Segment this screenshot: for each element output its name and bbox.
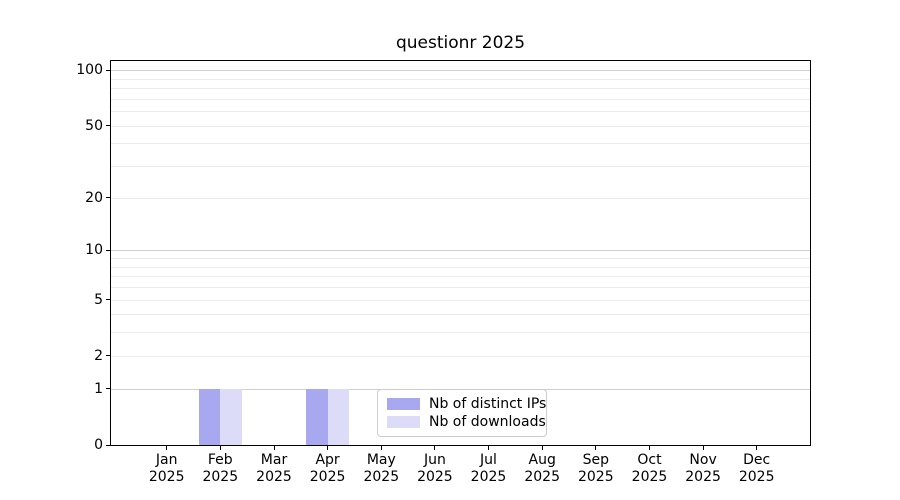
legend-item-distinct-ips: Nb of distinct IPs [387,396,546,412]
y-gridline-major [111,250,810,252]
x-tick-label: Jan 2025 [135,452,199,486]
y-gridline-minor [111,355,810,357]
x-tick-label: Mar 2025 [242,452,306,486]
x-tick-label: Jun 2025 [403,452,467,486]
legend-label-downloads: Nb of downloads [429,414,546,430]
y-tick-label: 20 [85,189,103,206]
x-tick-label: Nov 2025 [671,452,735,486]
y-tick-label: 50 [85,117,103,134]
bar-downloads [220,388,242,445]
x-tick-year: 2025 [202,469,239,485]
x-tick-year: 2025 [524,469,560,485]
y-gridline-minor [111,258,810,259]
x-tick-year: 2025 [685,469,721,485]
x-tick-label: Oct 2025 [618,452,682,486]
x-tick-label: Aug 2025 [510,452,574,486]
x-tick [756,446,758,450]
y-tick [106,444,110,446]
y-gridline-minor [111,111,810,113]
y-tick [106,299,110,300]
y-gridline-minor [111,125,810,127]
x-tick [166,446,168,450]
legend-swatch-downloads [387,416,420,428]
y-gridline-minor [111,166,810,168]
y-gridline-minor [111,88,810,89]
y-tick-label: 0 [94,437,103,453]
x-tick [327,446,329,450]
y-tick-label: 10 [85,242,103,259]
x-tick-month: Dec [743,452,771,468]
y-gridline-minor [111,276,810,278]
y-tick [106,355,110,357]
x-tick-label: Feb 2025 [188,452,252,486]
y-gridline-major [111,70,810,72]
x-tick [488,446,489,450]
x-tick-year: 2025 [256,469,292,485]
y-tick [106,388,110,390]
x-tick [649,446,650,450]
x-tick-label: Dec 2025 [725,452,789,486]
x-tick-month: Oct [637,452,662,468]
y-gridline-minor [111,299,810,301]
x-tick-label: Apr 2025 [296,452,360,486]
x-tick-month: Apr [315,452,340,468]
x-tick-year: 2025 [631,469,668,485]
x-tick-label: Jul 2025 [457,452,521,486]
y-tick [106,197,110,199]
legend-label-distinct-ips: Nb of distinct IPs [429,396,547,412]
chart-title: questionr 2025 [395,33,526,53]
x-tick [273,446,275,450]
x-tick-year: 2025 [738,469,775,485]
y-gridline-minor [111,332,810,334]
x-tick-year: 2025 [577,469,614,485]
x-tick-year: 2025 [417,469,453,485]
y-tick-label: 100 [76,62,103,79]
y-tick [106,125,110,127]
y-gridline-minor [111,286,810,288]
y-tick [106,69,110,71]
x-tick [702,446,704,450]
x-tick-year: 2025 [470,469,507,485]
y-tick-label: 2 [94,347,103,364]
y-gridline-minor [111,314,810,316]
x-tick [541,446,543,450]
x-tick-label: May 2025 [349,452,413,486]
plot-area [110,60,811,446]
x-tick-month: Jan [155,452,178,468]
x-tick [380,446,382,450]
y-gridline-minor [111,197,810,199]
x-tick-month: Feb [207,452,233,468]
x-tick-month: Nov [689,452,717,468]
x-tick-month: Mar [260,452,288,468]
legend-swatch-distinct-ips [387,398,420,410]
y-tick [106,249,110,251]
x-tick-month: Jun [423,452,446,468]
x-tick-month: Sep [582,452,609,468]
y-gridline-minor [111,266,810,268]
x-tick-year: 2025 [363,469,400,485]
x-tick-month: May [366,452,396,468]
bar-distinct-ips [198,388,221,445]
x-tick-month: Aug [528,452,556,468]
bar-downloads [327,388,350,445]
x-tick-year: 2025 [148,469,185,485]
x-tick [219,446,221,450]
legend-item-downloads: Nb of downloads [387,414,546,430]
x-tick [434,446,436,450]
bar-distinct-ips [306,388,328,445]
legend: Nb of distinct IPs Nb of downloads [377,389,547,437]
y-tick-label: 5 [94,291,103,308]
x-tick-year: 2025 [309,469,346,485]
x-tick [595,446,597,450]
y-gridline-minor [111,98,810,100]
y-tick-label: 1 [94,380,103,397]
x-tick-label: Sep 2025 [564,452,628,486]
y-gridline-minor [111,78,810,80]
x-tick-month: Jul [480,452,497,468]
y-gridline-minor [111,143,810,145]
